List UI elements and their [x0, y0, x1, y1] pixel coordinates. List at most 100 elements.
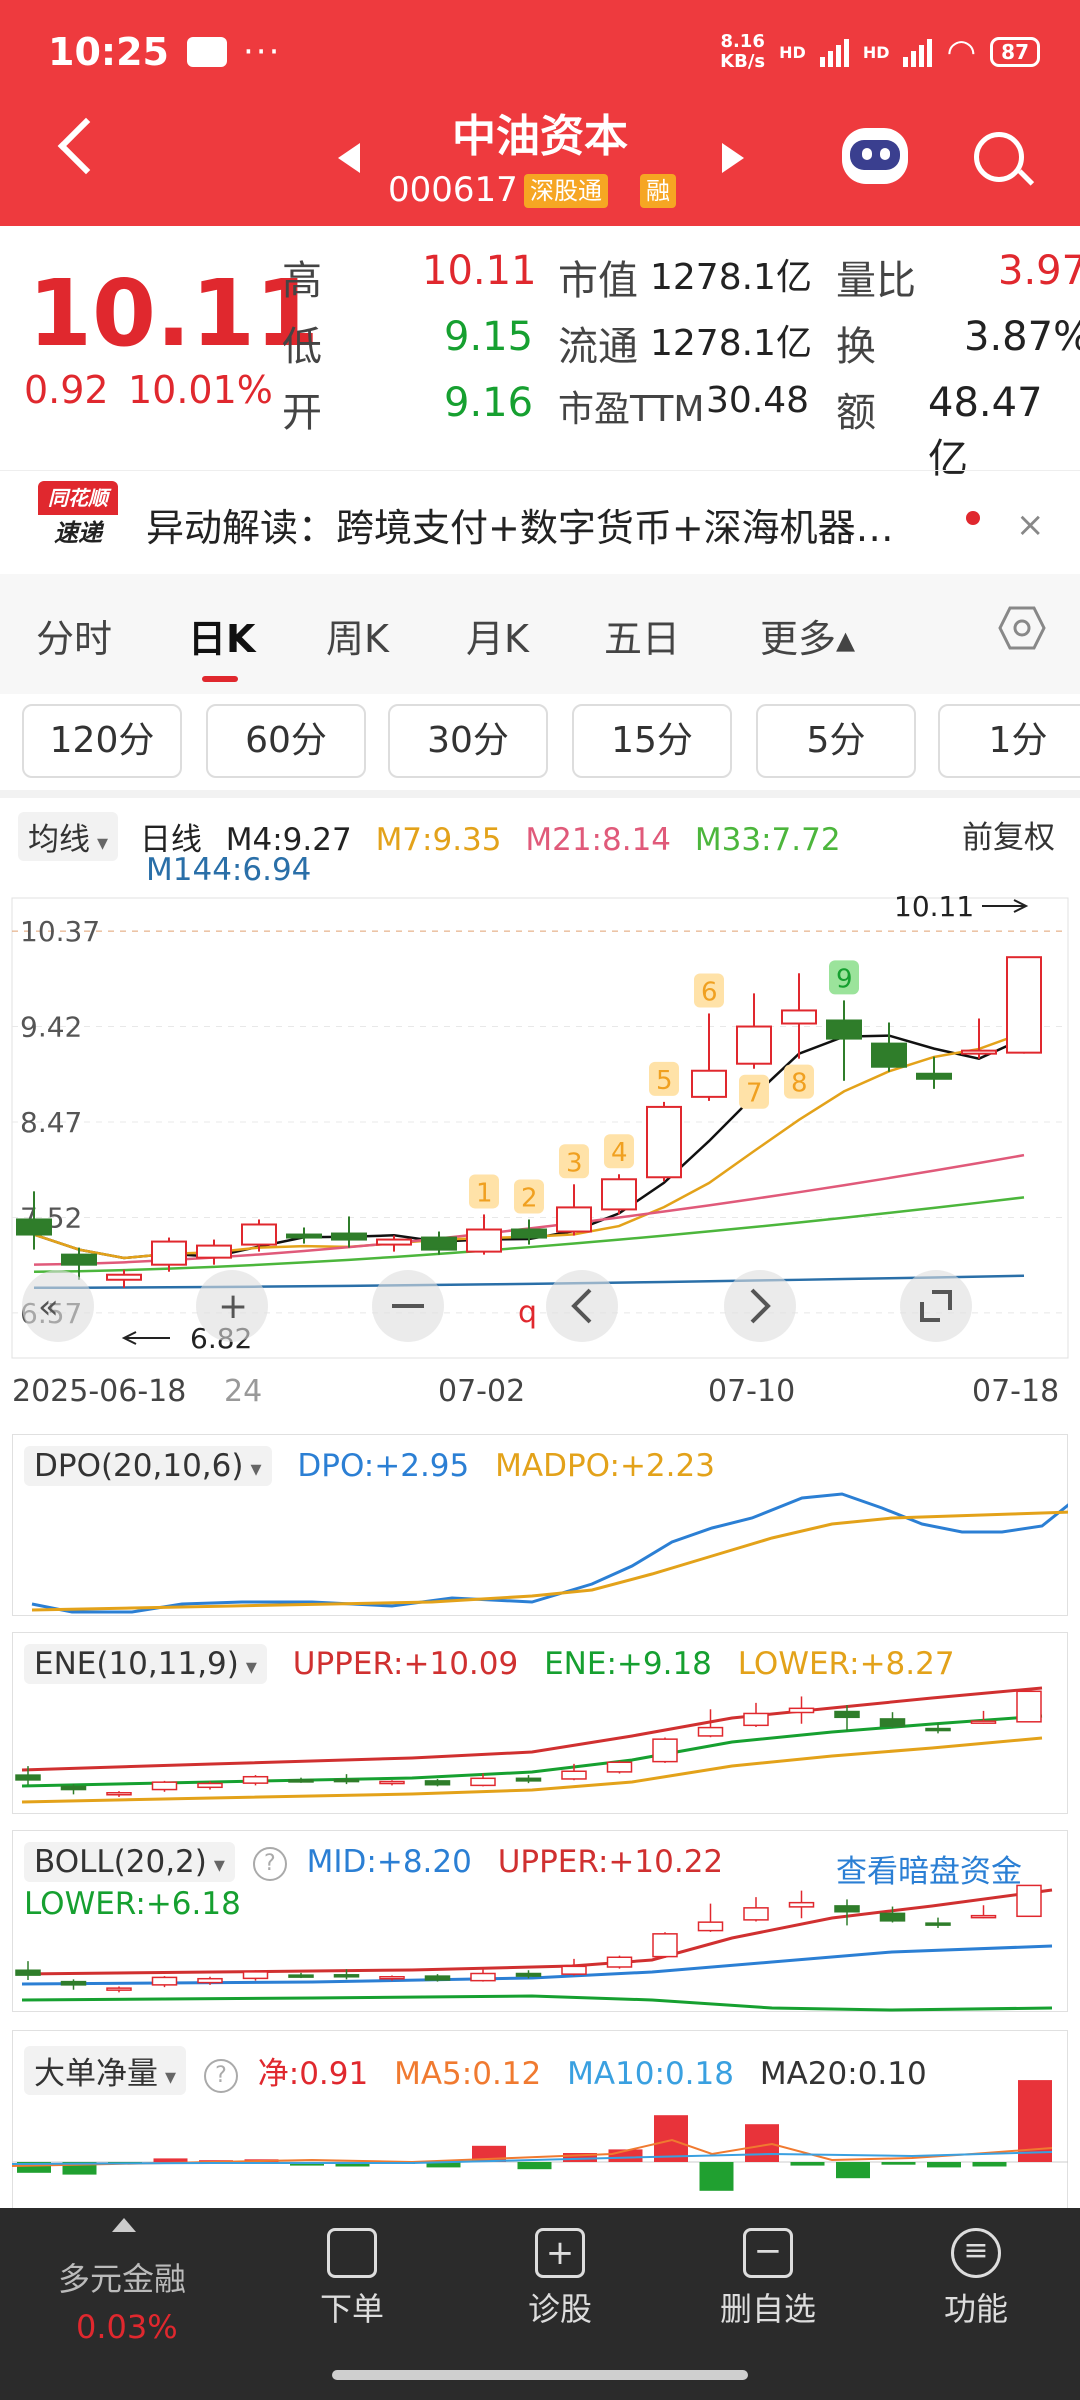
- robot-assistant-icon[interactable]: [842, 128, 908, 184]
- tab-five-day[interactable]: 五日: [604, 617, 681, 661]
- seq-mark-label: 9: [836, 964, 853, 994]
- seq-mark-bg: [739, 1074, 769, 1109]
- flow-bar: [153, 2158, 188, 2162]
- news-banner[interactable]: 同花顺 速递 异动解读：跨境支付+数字货币+深海机器… ×: [0, 470, 1080, 570]
- mini-candle-body: [15, 1774, 41, 1781]
- candle-body: [826, 1019, 862, 1040]
- dpo-dropdown[interactable]: DPO(20,10,6): [24, 1446, 272, 1486]
- ma144-value: M144:6.94: [146, 852, 312, 888]
- ma-dropdown[interactable]: 均线: [18, 812, 119, 861]
- mcap-value: 1278.1亿: [650, 257, 812, 298]
- fullscreen-icon: [920, 1302, 940, 1322]
- mini-candle-body: [606, 1761, 633, 1773]
- tab-weekly[interactable]: 周K: [326, 617, 389, 661]
- mini-candle-body: [788, 1707, 815, 1714]
- flow-help-icon[interactable]: ?: [203, 2058, 238, 2093]
- zoom-in-button[interactable]: [196, 1270, 268, 1342]
- scroll-left-button[interactable]: [546, 1270, 618, 1342]
- pe-value: 30.48: [706, 380, 810, 421]
- candle-body: [556, 1206, 592, 1233]
- news-headline[interactable]: 异动解读：跨境支付+数字货币+深海机器…: [146, 506, 894, 550]
- function-label: 功能: [943, 2290, 1008, 2328]
- mini-candle-body: [834, 1710, 860, 1719]
- search-icon[interactable]: [974, 132, 1024, 182]
- interval-5[interactable]: 5分: [756, 704, 916, 778]
- candle-body: [646, 1105, 682, 1179]
- flow-panel[interactable]: [12, 2030, 1068, 2208]
- sector-name[interactable]: 多元金融: [58, 2260, 187, 2298]
- candles: [16, 956, 1042, 1288]
- close-icon[interactable]: ×: [1016, 505, 1045, 545]
- tab-monthly[interactable]: 月K: [466, 617, 529, 661]
- boll-panel[interactable]: [12, 1830, 1068, 2012]
- dark-pool-link[interactable]: 查看暗盘资金: [836, 1854, 1022, 1890]
- fullscreen-button[interactable]: [900, 1270, 972, 1342]
- scroll-right-button[interactable]: [724, 1270, 796, 1342]
- interval-1[interactable]: 1分: [938, 704, 1080, 778]
- minus-box-icon: −: [743, 2228, 793, 2278]
- news-logo: 同花顺 速递: [38, 481, 118, 553]
- dpo-panel[interactable]: [12, 1434, 1068, 1616]
- madpo-value: MADPO:+2.23: [495, 1448, 715, 1484]
- max-price-label: 10.11: [894, 890, 974, 923]
- seq-mark-bg: [649, 1061, 679, 1096]
- interval-30[interactable]: 30分: [388, 704, 548, 778]
- candle-body: [871, 1042, 907, 1068]
- tab-daily[interactable]: 日K: [188, 617, 256, 661]
- ene-panel[interactable]: [12, 1632, 1068, 1814]
- ene-dropdown[interactable]: ENE(10,11,9): [24, 1644, 267, 1684]
- seq-mark-bg: [604, 1134, 634, 1169]
- kline-legend: 均线 日线 M4:9.27 M7:9.35 M21:8.14 M33:7.72: [18, 812, 841, 861]
- flow-bar: [699, 2162, 734, 2191]
- seq-mark-bg: [469, 1174, 499, 1209]
- net-speed-unit: KB/s: [720, 51, 766, 72]
- candle-body: [961, 1049, 997, 1055]
- boll-chart: [15, 1884, 1053, 2012]
- flow-bar: [426, 2162, 461, 2168]
- mini-candle-body: [652, 1933, 678, 1958]
- remove-watchlist-button[interactable]: − 删自选: [688, 2228, 848, 2330]
- tab-more[interactable]: 更多▴: [760, 617, 856, 661]
- ma7-value: M7:9.35: [375, 822, 502, 858]
- mini-candle-body: [106, 1987, 132, 1991]
- candle-body: [16, 1218, 52, 1236]
- tab-intraday[interactable]: 分时: [36, 617, 113, 661]
- function-button[interactable]: ≡ 功能: [896, 2228, 1056, 2330]
- x-tick-4: 07-10: [708, 1374, 796, 1409]
- boll-dropdown[interactable]: BOLL(20,2): [24, 1842, 235, 1882]
- mini-candle-body: [743, 1712, 769, 1727]
- seq-mark-label: 8: [791, 1069, 808, 1099]
- menu-circle-icon: ≡: [951, 2228, 1001, 2278]
- mini-candle-body: [60, 1980, 87, 1986]
- order-button[interactable]: 下单: [272, 2228, 432, 2330]
- interval-60[interactable]: 60分: [206, 704, 366, 778]
- signal-icon-2: [903, 37, 933, 67]
- mini-candle-body: [242, 1775, 269, 1784]
- network-speed: 8.16 KB/s: [720, 32, 765, 72]
- hk-connect-tag: 深股通: [524, 174, 608, 208]
- interval-15[interactable]: 15分: [572, 704, 732, 778]
- unread-dot: [966, 511, 980, 525]
- flow-ma5-line: [12, 2138, 1053, 2167]
- volume-ratio-label: 量比: [836, 258, 916, 304]
- flow-dropdown[interactable]: 大单净量: [24, 2046, 187, 2095]
- prev-stock-icon[interactable]: [338, 143, 360, 173]
- mini-candle-body: [470, 1972, 496, 1982]
- next-stock-icon[interactable]: [722, 143, 744, 173]
- expand-up-icon[interactable]: [112, 2218, 136, 2232]
- home-indicator[interactable]: [332, 2370, 748, 2380]
- wifi-icon: ◠: [946, 32, 977, 72]
- flow-ma20-value: MA20:0.10: [759, 2056, 927, 2092]
- help-icon[interactable]: ?: [252, 1846, 287, 1881]
- seq-mark-label: 2: [521, 1183, 538, 1213]
- scroll-left-fast-button[interactable]: [22, 1270, 94, 1342]
- diagnose-button[interactable]: + 诊股: [480, 2228, 640, 2330]
- interval-120[interactable]: 120分: [22, 704, 182, 778]
- settings-icon[interactable]: [998, 604, 1046, 652]
- hd-label-1: HD: [779, 42, 806, 62]
- ma21-value: M21:8.14: [525, 822, 672, 858]
- adjust-mode[interactable]: 前复权: [962, 820, 1055, 856]
- candle-body: [1006, 956, 1042, 1054]
- net-speed-value: 8.16: [720, 31, 765, 52]
